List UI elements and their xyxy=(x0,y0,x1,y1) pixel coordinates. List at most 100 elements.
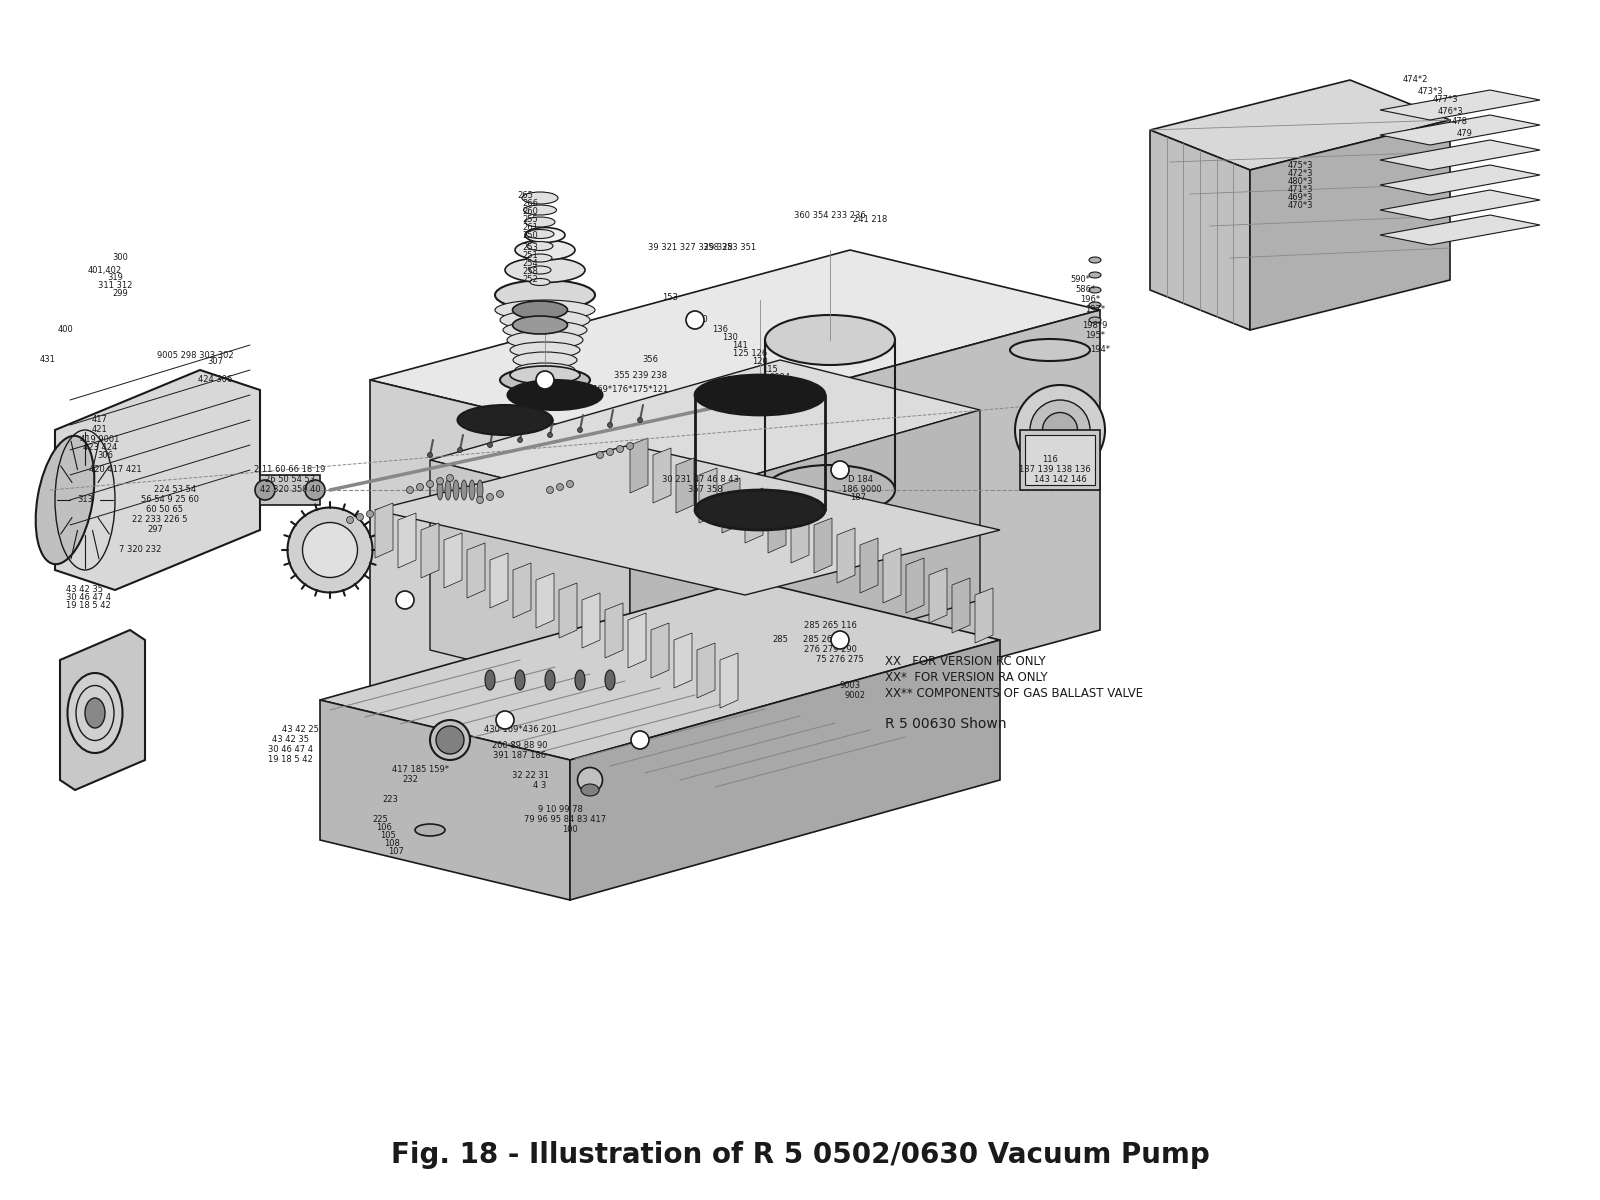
Text: 285: 285 xyxy=(773,636,787,644)
Ellipse shape xyxy=(515,240,574,260)
Text: 194*: 194* xyxy=(1090,346,1110,354)
Ellipse shape xyxy=(366,510,373,517)
Text: 319: 319 xyxy=(107,274,123,282)
Text: 307: 307 xyxy=(206,358,222,366)
Text: B: B xyxy=(691,314,699,325)
Ellipse shape xyxy=(1090,272,1101,278)
Ellipse shape xyxy=(530,266,550,274)
Polygon shape xyxy=(430,460,630,700)
Text: 423 424: 423 424 xyxy=(83,444,117,452)
Text: 401,402: 401,402 xyxy=(88,265,122,275)
Ellipse shape xyxy=(630,731,650,749)
Polygon shape xyxy=(1379,115,1539,145)
Text: 254: 254 xyxy=(522,259,538,269)
Ellipse shape xyxy=(461,480,467,500)
Text: 116: 116 xyxy=(1042,456,1058,464)
Text: 473*3: 473*3 xyxy=(1418,88,1443,96)
Text: 9003: 9003 xyxy=(840,680,861,690)
Text: 186 9000: 186 9000 xyxy=(842,486,882,494)
Text: 276 279 290: 276 279 290 xyxy=(803,646,856,654)
Ellipse shape xyxy=(512,316,568,334)
Text: 143 142 146: 143 142 146 xyxy=(1034,475,1086,485)
Ellipse shape xyxy=(765,464,894,515)
Text: D: D xyxy=(835,635,845,646)
Ellipse shape xyxy=(288,508,373,593)
Ellipse shape xyxy=(525,217,555,227)
Ellipse shape xyxy=(605,670,614,690)
Ellipse shape xyxy=(525,228,565,242)
Polygon shape xyxy=(445,533,462,588)
Text: 125 126: 125 126 xyxy=(733,349,766,359)
Ellipse shape xyxy=(357,514,363,521)
Polygon shape xyxy=(627,613,646,668)
Polygon shape xyxy=(490,553,509,608)
Ellipse shape xyxy=(406,486,413,493)
Ellipse shape xyxy=(435,726,464,754)
Ellipse shape xyxy=(514,352,578,368)
Text: 30 46 47 4: 30 46 47 4 xyxy=(267,745,312,755)
Text: 141: 141 xyxy=(733,342,747,350)
Polygon shape xyxy=(374,445,1000,595)
Ellipse shape xyxy=(627,443,634,450)
Ellipse shape xyxy=(1090,287,1101,293)
Polygon shape xyxy=(698,643,715,698)
Ellipse shape xyxy=(578,768,603,792)
Ellipse shape xyxy=(496,710,514,728)
Text: 300: 300 xyxy=(112,253,128,263)
Text: 253: 253 xyxy=(522,244,538,252)
Text: F: F xyxy=(502,715,507,725)
Text: 105: 105 xyxy=(381,832,395,840)
Ellipse shape xyxy=(1090,317,1101,323)
Polygon shape xyxy=(374,503,394,558)
Ellipse shape xyxy=(35,436,94,564)
Polygon shape xyxy=(653,448,670,503)
Polygon shape xyxy=(630,410,979,700)
Ellipse shape xyxy=(547,432,552,438)
Polygon shape xyxy=(514,563,531,618)
Ellipse shape xyxy=(488,443,493,448)
Polygon shape xyxy=(1250,120,1450,330)
Polygon shape xyxy=(768,498,786,553)
Text: E: E xyxy=(402,595,408,605)
Ellipse shape xyxy=(597,451,603,458)
Text: 115: 115 xyxy=(762,366,778,374)
Text: 420 417 421: 420 417 421 xyxy=(88,466,141,474)
Text: 224 53 54: 224 53 54 xyxy=(154,486,197,494)
Ellipse shape xyxy=(502,320,587,338)
Polygon shape xyxy=(421,523,438,578)
Ellipse shape xyxy=(430,720,470,760)
Text: 299: 299 xyxy=(112,289,128,299)
Ellipse shape xyxy=(765,314,894,365)
Polygon shape xyxy=(974,588,994,643)
Ellipse shape xyxy=(446,474,453,481)
Ellipse shape xyxy=(397,590,414,608)
Text: 590*: 590* xyxy=(1070,276,1090,284)
Text: XX*  FOR VERSION RA ONLY: XX* FOR VERSION RA ONLY xyxy=(885,671,1048,684)
Ellipse shape xyxy=(507,380,603,410)
Polygon shape xyxy=(320,700,570,900)
Polygon shape xyxy=(570,640,1000,900)
Text: 355 239 238: 355 239 238 xyxy=(613,371,667,379)
Text: 251: 251 xyxy=(522,252,538,260)
Ellipse shape xyxy=(437,478,443,485)
Text: 140: 140 xyxy=(693,316,707,324)
Text: 7 320 232: 7 320 232 xyxy=(118,546,162,554)
Ellipse shape xyxy=(686,311,704,329)
Text: 297: 297 xyxy=(147,526,163,534)
Ellipse shape xyxy=(485,670,494,690)
Ellipse shape xyxy=(499,310,590,330)
Text: 43 42 35: 43 42 35 xyxy=(272,736,309,744)
Polygon shape xyxy=(605,602,622,658)
Ellipse shape xyxy=(486,493,493,500)
Text: 356: 356 xyxy=(642,355,658,365)
Ellipse shape xyxy=(306,480,325,500)
Text: 19 18 5 42: 19 18 5 42 xyxy=(66,601,110,611)
Ellipse shape xyxy=(530,278,550,286)
Ellipse shape xyxy=(494,280,595,310)
Ellipse shape xyxy=(347,516,354,523)
Text: 223: 223 xyxy=(382,796,398,804)
Text: 260: 260 xyxy=(522,206,538,216)
Ellipse shape xyxy=(507,331,582,349)
Bar xyxy=(1026,434,1094,485)
Polygon shape xyxy=(1379,215,1539,245)
